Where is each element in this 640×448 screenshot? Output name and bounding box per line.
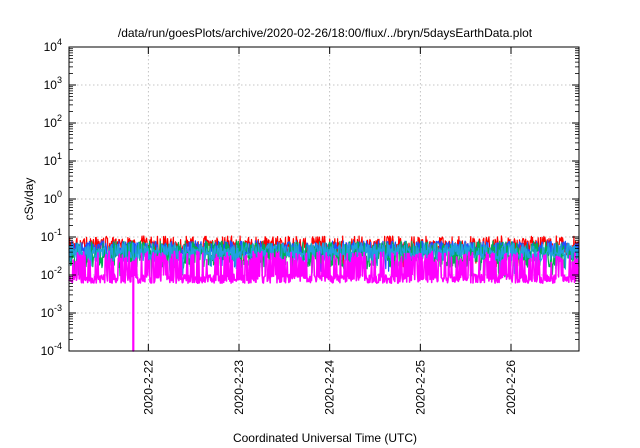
y-tick-label: 102 (44, 113, 62, 130)
y-tick-label: 10-1 (41, 227, 62, 244)
series-layer (68, 235, 580, 352)
y-tick-label: 100 (44, 189, 62, 206)
chart-title: /data/run/goesPlots/archive/2020-02-26/1… (118, 26, 533, 40)
grid (69, 47, 579, 351)
x-tick-label: 2020-2-26 (504, 360, 518, 415)
y-tick-label: 103 (44, 75, 62, 92)
x-axis-label: Coordinated Universal Time (UTC) (233, 431, 417, 445)
x-tick-label: 2020-2-24 (323, 360, 337, 415)
series-line-5 (68, 250, 580, 352)
y-tick-label: 10-2 (41, 265, 62, 282)
y-axis: 10-4 10-3 10-2 10-1 100 101 102 103 104 (41, 37, 579, 358)
y-tick-label: 104 (44, 37, 62, 54)
x-tick-label: 2020-2-22 (141, 360, 155, 415)
y-axis-label: cSv/day (22, 178, 36, 221)
x-tick-label: 2020-2-23 (232, 360, 246, 415)
y-tick-label: 10-4 (41, 341, 62, 358)
y-tick-label: 10-3 (41, 303, 62, 320)
x-axis: 2020-2-22 2020-2-23 2020-2-24 2020-2-25 2020… (141, 47, 518, 415)
x-tick-label: 2020-2-25 (413, 360, 427, 415)
y-tick-label: 101 (44, 151, 62, 168)
